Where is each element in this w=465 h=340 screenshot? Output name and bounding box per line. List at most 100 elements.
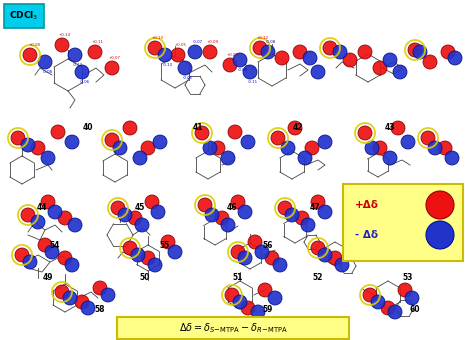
- Text: 48: 48: [395, 204, 405, 212]
- Circle shape: [328, 251, 342, 265]
- Circle shape: [158, 48, 172, 62]
- Circle shape: [93, 281, 107, 295]
- Text: -0.08: -0.08: [266, 40, 276, 44]
- Circle shape: [395, 195, 409, 209]
- Circle shape: [285, 208, 299, 222]
- Circle shape: [368, 208, 382, 222]
- Circle shape: [268, 291, 282, 305]
- Circle shape: [393, 65, 407, 79]
- Circle shape: [105, 133, 119, 147]
- Circle shape: [238, 205, 252, 219]
- Text: -0.09: -0.09: [238, 68, 248, 72]
- Circle shape: [251, 305, 265, 319]
- Circle shape: [223, 58, 237, 72]
- Circle shape: [358, 126, 372, 140]
- Text: +0.13: +0.13: [152, 36, 164, 40]
- Circle shape: [48, 205, 62, 219]
- Circle shape: [428, 141, 442, 155]
- Circle shape: [271, 131, 285, 145]
- Circle shape: [293, 45, 307, 59]
- Circle shape: [333, 45, 347, 59]
- Circle shape: [231, 195, 245, 209]
- Circle shape: [168, 245, 182, 259]
- Circle shape: [31, 141, 45, 155]
- Circle shape: [413, 45, 427, 59]
- Circle shape: [241, 135, 255, 149]
- Text: 55: 55: [160, 240, 170, 250]
- Circle shape: [221, 151, 235, 165]
- FancyBboxPatch shape: [117, 317, 349, 339]
- Circle shape: [203, 141, 217, 155]
- Circle shape: [65, 135, 79, 149]
- Circle shape: [318, 205, 332, 219]
- Text: -0.12: -0.12: [73, 63, 83, 67]
- Circle shape: [113, 141, 127, 155]
- Circle shape: [243, 65, 257, 79]
- Text: 40: 40: [83, 123, 93, 133]
- Text: 51: 51: [233, 273, 243, 283]
- Circle shape: [171, 48, 185, 62]
- FancyBboxPatch shape: [343, 184, 463, 261]
- Text: 42: 42: [293, 123, 303, 133]
- Circle shape: [448, 51, 462, 65]
- Circle shape: [161, 235, 175, 249]
- Circle shape: [445, 151, 459, 165]
- Text: 53: 53: [403, 273, 413, 283]
- Circle shape: [295, 211, 309, 225]
- Circle shape: [358, 45, 372, 59]
- Circle shape: [151, 205, 165, 219]
- Text: 47: 47: [310, 204, 320, 212]
- Circle shape: [128, 211, 142, 225]
- Circle shape: [45, 245, 59, 259]
- Text: 46: 46: [227, 204, 237, 212]
- Circle shape: [118, 208, 132, 222]
- Text: 58: 58: [95, 306, 105, 315]
- Text: 43: 43: [385, 123, 395, 133]
- Text: 57: 57: [353, 240, 363, 250]
- Text: - Δδ: - Δδ: [355, 230, 378, 240]
- Circle shape: [318, 248, 332, 262]
- Circle shape: [253, 41, 267, 55]
- Text: 56: 56: [263, 240, 273, 250]
- Text: +0.06: +0.06: [227, 53, 239, 57]
- Text: +0.08: +0.08: [29, 43, 41, 47]
- Text: +0.12: +0.12: [257, 36, 269, 40]
- Circle shape: [41, 195, 55, 209]
- Circle shape: [405, 291, 419, 305]
- Circle shape: [233, 295, 247, 309]
- Circle shape: [401, 135, 415, 149]
- Circle shape: [15, 248, 29, 262]
- Circle shape: [388, 305, 402, 319]
- Circle shape: [426, 221, 454, 249]
- Circle shape: [195, 126, 209, 140]
- Circle shape: [88, 45, 102, 59]
- Circle shape: [148, 41, 162, 55]
- Circle shape: [211, 141, 225, 155]
- Circle shape: [233, 53, 247, 67]
- Circle shape: [188, 45, 202, 59]
- Circle shape: [303, 51, 317, 65]
- Circle shape: [141, 251, 155, 265]
- Circle shape: [221, 218, 235, 232]
- Circle shape: [148, 258, 162, 272]
- Text: +0.07: +0.07: [109, 56, 121, 60]
- Circle shape: [51, 125, 65, 139]
- Text: +Δδ: +Δδ: [355, 200, 379, 210]
- Circle shape: [141, 141, 155, 155]
- Circle shape: [281, 141, 295, 155]
- Text: 50: 50: [140, 273, 150, 283]
- Circle shape: [311, 241, 325, 255]
- Circle shape: [278, 201, 292, 215]
- Circle shape: [258, 283, 272, 297]
- Circle shape: [385, 218, 399, 232]
- Text: $\Delta\delta = \delta_{S\mathrm{-MTPA}} - \delta_{R\mathrm{-MTPA}}$: $\Delta\delta = \delta_{S\mathrm{-MTPA}}…: [179, 321, 287, 335]
- Text: -0.07: -0.07: [193, 40, 203, 44]
- Circle shape: [131, 248, 145, 262]
- Circle shape: [153, 135, 167, 149]
- Text: 54: 54: [50, 240, 60, 250]
- Circle shape: [381, 301, 395, 315]
- Text: 49: 49: [43, 273, 53, 283]
- Circle shape: [65, 258, 79, 272]
- Circle shape: [255, 245, 269, 259]
- Circle shape: [41, 151, 55, 165]
